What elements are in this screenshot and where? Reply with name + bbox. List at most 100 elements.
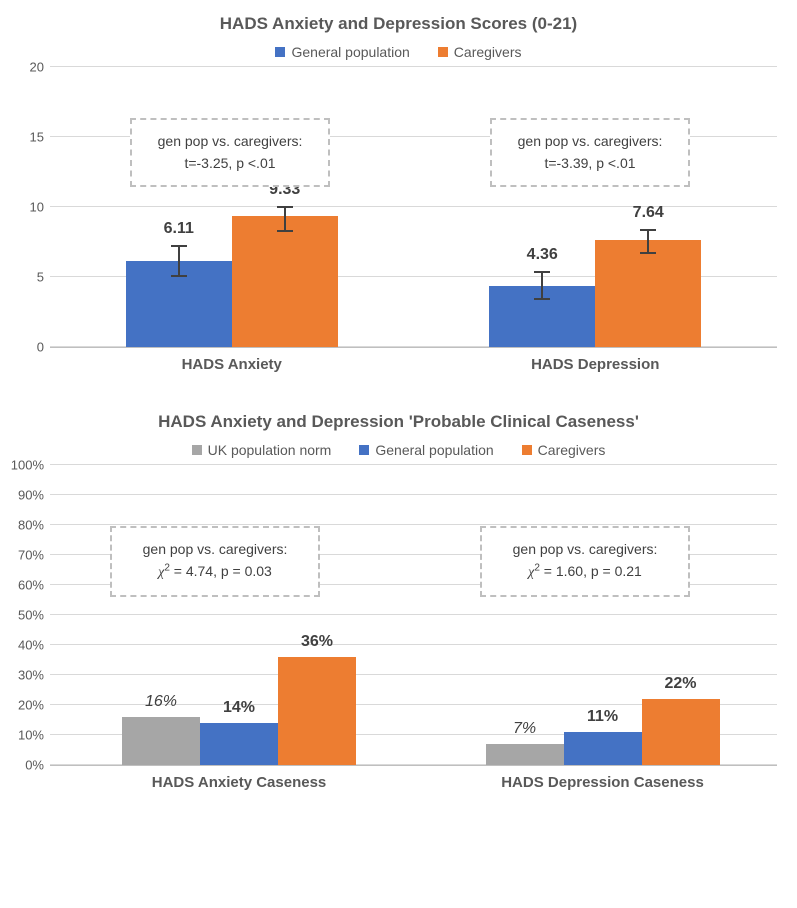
bar-value-label: 6.11 [126, 220, 232, 238]
bar-value-label: 22% [642, 675, 720, 693]
chart1-legend: General population Caregivers [0, 44, 797, 60]
chart2-container: HADS Anxiety and Depression 'Probable Cl… [0, 384, 797, 818]
y-tick-label: 20% [0, 698, 44, 713]
error-cap-top [534, 271, 550, 273]
annotation-box: gen pop vs. caregivers:χ2 = 4.74, p = 0.… [110, 526, 320, 597]
error-cap-top [171, 245, 187, 247]
annotation-line2: t=-3.39, p <.01 [506, 152, 674, 174]
y-tick-label: 40% [0, 638, 44, 653]
bar-group: 7%11%22% [486, 699, 720, 765]
legend-item: Caregivers [438, 44, 522, 60]
legend-swatch [522, 445, 532, 455]
grid-line [50, 644, 777, 645]
error-cap-bottom [171, 275, 187, 277]
bar: 36% [278, 657, 356, 765]
grid-line [50, 614, 777, 615]
grid-line [50, 66, 777, 67]
y-tick-label: 90% [0, 488, 44, 503]
annotation-box: gen pop vs. caregivers:χ2 = 1.60, p = 0.… [480, 526, 690, 597]
chart2-title: HADS Anxiety and Depression 'Probable Cl… [0, 412, 797, 432]
y-tick-label: 0% [0, 758, 44, 773]
chart1-plot: 05101520 6.119.33gen pop vs. caregivers:… [50, 68, 777, 348]
error-cap-bottom [277, 230, 293, 232]
bar-value-label: 4.36 [489, 246, 595, 264]
bar: 7% [486, 744, 564, 765]
bar-value-label: 7% [486, 720, 564, 738]
x-axis-label: HADS Depression Caseness [501, 774, 704, 791]
x-axis-label: HADS Anxiety Caseness [152, 774, 327, 791]
error-cap-bottom [640, 252, 656, 254]
annotation-line2: χ2 = 4.74, p = 0.03 [126, 560, 304, 584]
y-tick-label: 0 [0, 340, 44, 355]
chart2-plot: 0%10%20%30%40%50%60%70%80%90%100% 16%14%… [50, 466, 777, 766]
bar: 14% [200, 723, 278, 765]
error-bar [541, 272, 543, 300]
chart1-x-labels: HADS Anxiety HADS Depression [50, 348, 777, 384]
bar-value-label: 7.64 [595, 204, 701, 222]
chart1-title: HADS Anxiety and Depression Scores (0-21… [0, 14, 797, 34]
bar: 9.33 [232, 216, 338, 347]
legend-label: General population [375, 442, 493, 458]
y-tick-label: 20 [0, 60, 44, 75]
annotation-line1: gen pop vs. caregivers: [126, 538, 304, 560]
bar: 16% [122, 717, 200, 765]
y-tick-label: 30% [0, 668, 44, 683]
annotation-line1: gen pop vs. caregivers: [146, 130, 314, 152]
x-axis-label: HADS Depression [531, 356, 659, 373]
y-tick-label: 70% [0, 548, 44, 563]
y-tick-label: 50% [0, 608, 44, 623]
annotation-line1: gen pop vs. caregivers: [506, 130, 674, 152]
bar-value-label: 11% [564, 708, 642, 726]
legend-label: Caregivers [454, 44, 522, 60]
error-bar [647, 230, 649, 254]
error-cap-top [640, 229, 656, 231]
annotation-line2: t=-3.25, p <.01 [146, 152, 314, 174]
y-tick-label: 10% [0, 728, 44, 743]
y-tick-label: 15 [0, 130, 44, 145]
error-cap-bottom [534, 298, 550, 300]
bar: 11% [564, 732, 642, 765]
chart2-x-labels: HADS Anxiety Caseness HADS Depression Cas… [50, 766, 777, 802]
y-tick-label: 10 [0, 200, 44, 215]
y-tick-label: 60% [0, 578, 44, 593]
grid-line [50, 524, 777, 525]
bar: 7.64 [595, 240, 701, 347]
error-bar [178, 246, 180, 277]
y-tick-label: 100% [0, 458, 44, 473]
chart2-legend: UK population norm General population Care… [0, 442, 797, 458]
legend-item: General population [275, 44, 409, 60]
y-tick-label: 5 [0, 270, 44, 285]
bar-group: 16%14%36% [122, 657, 356, 765]
chart1-container: HADS Anxiety and Depression Scores (0-21… [0, 0, 797, 384]
error-cap-top [277, 206, 293, 208]
y-tick-label: 80% [0, 518, 44, 533]
grid-line [50, 494, 777, 495]
annotation-line2: χ2 = 1.60, p = 0.21 [496, 560, 674, 584]
legend-item: General population [359, 442, 493, 458]
error-bar [284, 207, 286, 232]
annotation-line1: gen pop vs. caregivers: [496, 538, 674, 560]
legend-item: UK population norm [192, 442, 332, 458]
legend-swatch [438, 47, 448, 57]
legend-swatch [192, 445, 202, 455]
legend-swatch [359, 445, 369, 455]
grid-line [50, 464, 777, 465]
legend-swatch [275, 47, 285, 57]
bar: 22% [642, 699, 720, 765]
legend-item: Caregivers [522, 442, 606, 458]
bar-group: 6.119.33 [126, 216, 338, 347]
bar-group: 4.367.64 [489, 240, 701, 347]
legend-label: General population [291, 44, 409, 60]
legend-label: Caregivers [538, 442, 606, 458]
legend-label: UK population norm [208, 442, 332, 458]
x-axis-label: HADS Anxiety [182, 356, 282, 373]
bar-value-label: 16% [122, 693, 200, 711]
annotation-box: gen pop vs. caregivers:t=-3.39, p <.01 [490, 118, 690, 187]
bar: 4.36 [489, 286, 595, 347]
chart2-y-axis: 0%10%20%30%40%50%60%70%80%90%100% [0, 466, 50, 765]
bar-value-label: 36% [278, 633, 356, 651]
chart1-y-axis: 05101520 [0, 68, 50, 347]
bar: 6.11 [126, 261, 232, 347]
bar-value-label: 14% [200, 699, 278, 717]
annotation-box: gen pop vs. caregivers:t=-3.25, p <.01 [130, 118, 330, 187]
